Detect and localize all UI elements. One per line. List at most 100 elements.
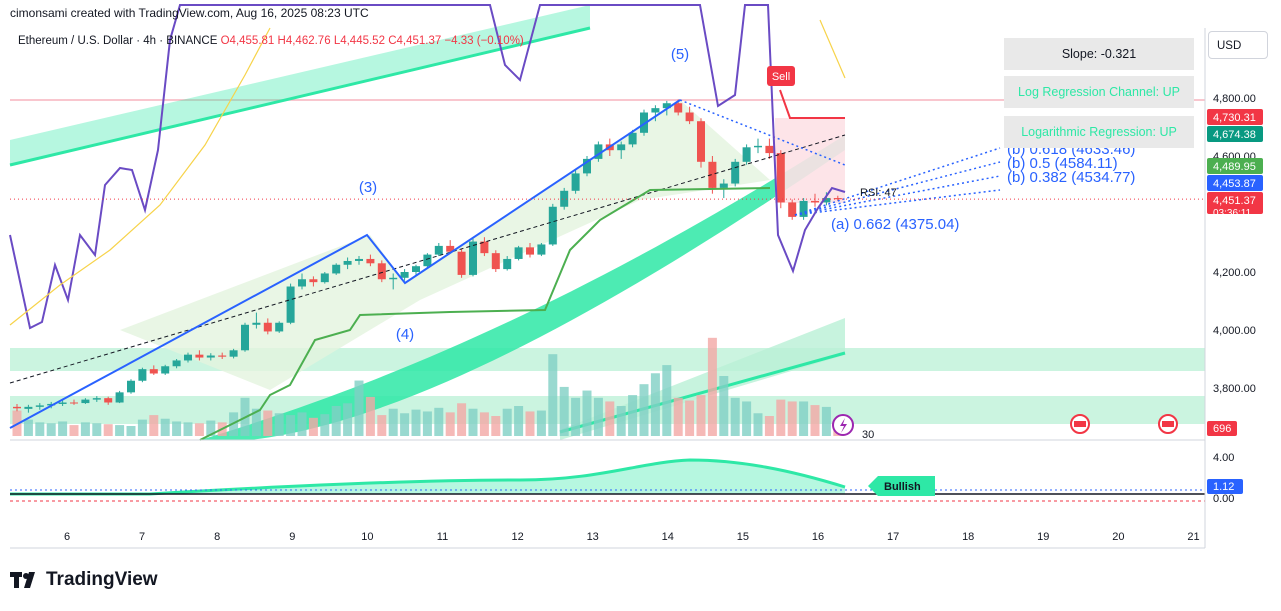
volume-bar — [434, 407, 444, 436]
ohlc-change: −4.33 (−0.10%) — [444, 35, 524, 47]
candle-body — [662, 103, 671, 109]
volume-bar — [194, 423, 204, 436]
candle-body — [127, 380, 135, 393]
osc-badge-label: 1.12 — [1213, 481, 1234, 493]
currency-button[interactable]: USD — [1208, 31, 1268, 59]
volume-bar — [206, 420, 216, 436]
ohlc-high: H4,462.76 — [277, 35, 331, 47]
indicator-overlays — [9, 4, 1205, 502]
volume-badge-label: 696 — [1213, 423, 1231, 435]
volume-bar — [639, 384, 649, 436]
candle-body — [58, 402, 67, 404]
volume-bar — [582, 390, 592, 436]
us-flag-stripe — [1074, 421, 1086, 427]
tradingview-logo[interactable]: TradingView — [10, 569, 158, 591]
candle-body — [24, 406, 33, 409]
candle-body — [526, 247, 534, 255]
volume-bar — [149, 415, 159, 436]
volume-bar — [23, 419, 33, 436]
volume-bar — [536, 410, 546, 436]
fib-5-label: (b) 0.5 (4584.11) — [1007, 155, 1118, 172]
moving-average-line — [9, 27, 271, 326]
candle-body — [298, 279, 306, 287]
candle-body — [617, 144, 626, 151]
candle-body — [13, 406, 21, 409]
time-tick-label: 7 — [139, 531, 145, 543]
candle-body — [754, 145, 762, 148]
candle-body — [366, 258, 375, 264]
candle-body — [640, 112, 648, 133]
volume-bar — [354, 380, 364, 436]
volume-bar — [673, 397, 683, 436]
price-badge-label: 4,453.87 — [1213, 178, 1256, 190]
volume-bar — [571, 397, 581, 436]
candle-body — [400, 272, 409, 278]
candle-body — [343, 260, 352, 265]
candle-body — [560, 190, 569, 207]
regression-midline — [9, 134, 846, 384]
volume-bar — [593, 397, 603, 436]
price-badge — [1207, 158, 1263, 174]
volume-bar — [730, 397, 740, 436]
time-tick-label: 16 — [812, 531, 824, 543]
volume-bar — [776, 399, 786, 436]
volume-bar — [650, 373, 660, 436]
wave-shade — [120, 100, 770, 390]
volume-badge — [1207, 421, 1237, 436]
volume-bar — [764, 416, 774, 436]
volume-bar — [616, 406, 626, 436]
candle-body — [229, 350, 238, 357]
time-tick-label: 19 — [1037, 531, 1049, 543]
sell-line — [779, 89, 845, 119]
candle-body — [697, 121, 705, 162]
upper-channel-band — [10, 5, 590, 165]
candle-body — [241, 324, 249, 351]
candle-body — [355, 258, 363, 261]
sell-tag — [767, 66, 795, 86]
slope-box: Slope: -0.321 — [1004, 38, 1194, 70]
bullish-tag — [868, 476, 935, 496]
trend-step-line — [199, 187, 771, 441]
price-badge-label: 4,674.38 — [1213, 129, 1256, 141]
sell-tag-label: Sell — [772, 71, 790, 83]
volume-bar — [753, 413, 763, 436]
price-badge-label: 4,451.37 — [1213, 195, 1256, 207]
volume-bar — [103, 424, 113, 436]
log-regression-box: Logarithmic Regression: UP — [1004, 116, 1194, 148]
wave-3-label: (3) — [359, 179, 377, 196]
candle-body — [742, 147, 751, 162]
volume-bar — [502, 408, 512, 436]
candle-body — [765, 145, 774, 154]
volume-bar — [343, 403, 353, 436]
volume-bar — [69, 425, 79, 436]
candle-body — [571, 173, 580, 191]
candle-body — [149, 369, 158, 374]
volume-bar — [696, 395, 706, 436]
fib-projection-line — [794, 161, 1001, 216]
price-tick-label: 4,200.00 — [1213, 267, 1256, 279]
axes: 4,800.004,600.004,200.004,000.003,800.00… — [10, 28, 1256, 549]
volume-bar — [559, 386, 569, 436]
volume-bar — [422, 411, 432, 436]
volume-bar — [411, 409, 421, 436]
volume-bar — [787, 401, 797, 436]
time-tick-label: 14 — [662, 531, 674, 543]
lightning-event-glyph — [840, 418, 847, 433]
price-badge-label: 4,730.31 — [1213, 112, 1256, 124]
price-badge — [1207, 192, 1263, 214]
price-tick-label: 3,800.00 — [1213, 383, 1256, 395]
volume-bar — [308, 417, 318, 436]
candle-body — [252, 322, 261, 325]
fib-projection-line — [794, 147, 1001, 216]
elliott-wave-line — [9, 99, 681, 429]
background-layer — [9, 5, 1205, 440]
candle-body — [457, 251, 466, 275]
moving-average-line-right — [819, 19, 846, 79]
tradingview-logo-text: TradingView — [46, 569, 158, 590]
time-tick-label: 20 — [1112, 531, 1124, 543]
volume-bar — [628, 395, 638, 436]
symbol-legend[interactable]: Ethereum / U.S. Dollar · 4h · BINANCE O4… — [18, 35, 524, 47]
volume-bar — [742, 401, 752, 436]
log-channel-box: Log Regression Channel: UP — [1004, 76, 1194, 108]
